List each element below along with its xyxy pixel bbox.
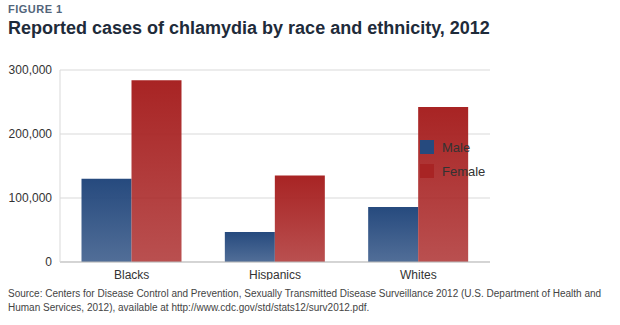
svg-text:Blacks: Blacks bbox=[114, 268, 149, 280]
svg-text:0: 0 bbox=[45, 255, 52, 269]
html-text:FIGURE 1: FIGURE 1 bbox=[8, 3, 63, 15]
svg-text:200,000: 200,000 bbox=[9, 127, 53, 141]
html-text:Source: Centers for Disease Co: Source: Centers for Disease Control and … bbox=[8, 288, 602, 313]
svg-text:300,000: 300,000 bbox=[9, 63, 53, 77]
svg-text:Whites: Whites bbox=[400, 268, 437, 280]
svg-text:Hispanics: Hispanics bbox=[249, 268, 301, 280]
html-text:Male: Male bbox=[442, 139, 471, 155]
html-text:Female: Female bbox=[442, 163, 486, 179]
html-text:Reported cases of chlamydia by: Reported cases of chlamydia by race and … bbox=[8, 18, 490, 38]
svg-text:100,000: 100,000 bbox=[9, 191, 53, 205]
